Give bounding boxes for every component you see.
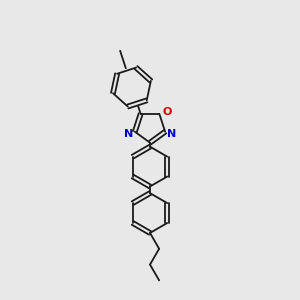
Text: O: O <box>163 107 172 117</box>
Text: N: N <box>167 129 176 140</box>
Text: N: N <box>124 129 133 140</box>
